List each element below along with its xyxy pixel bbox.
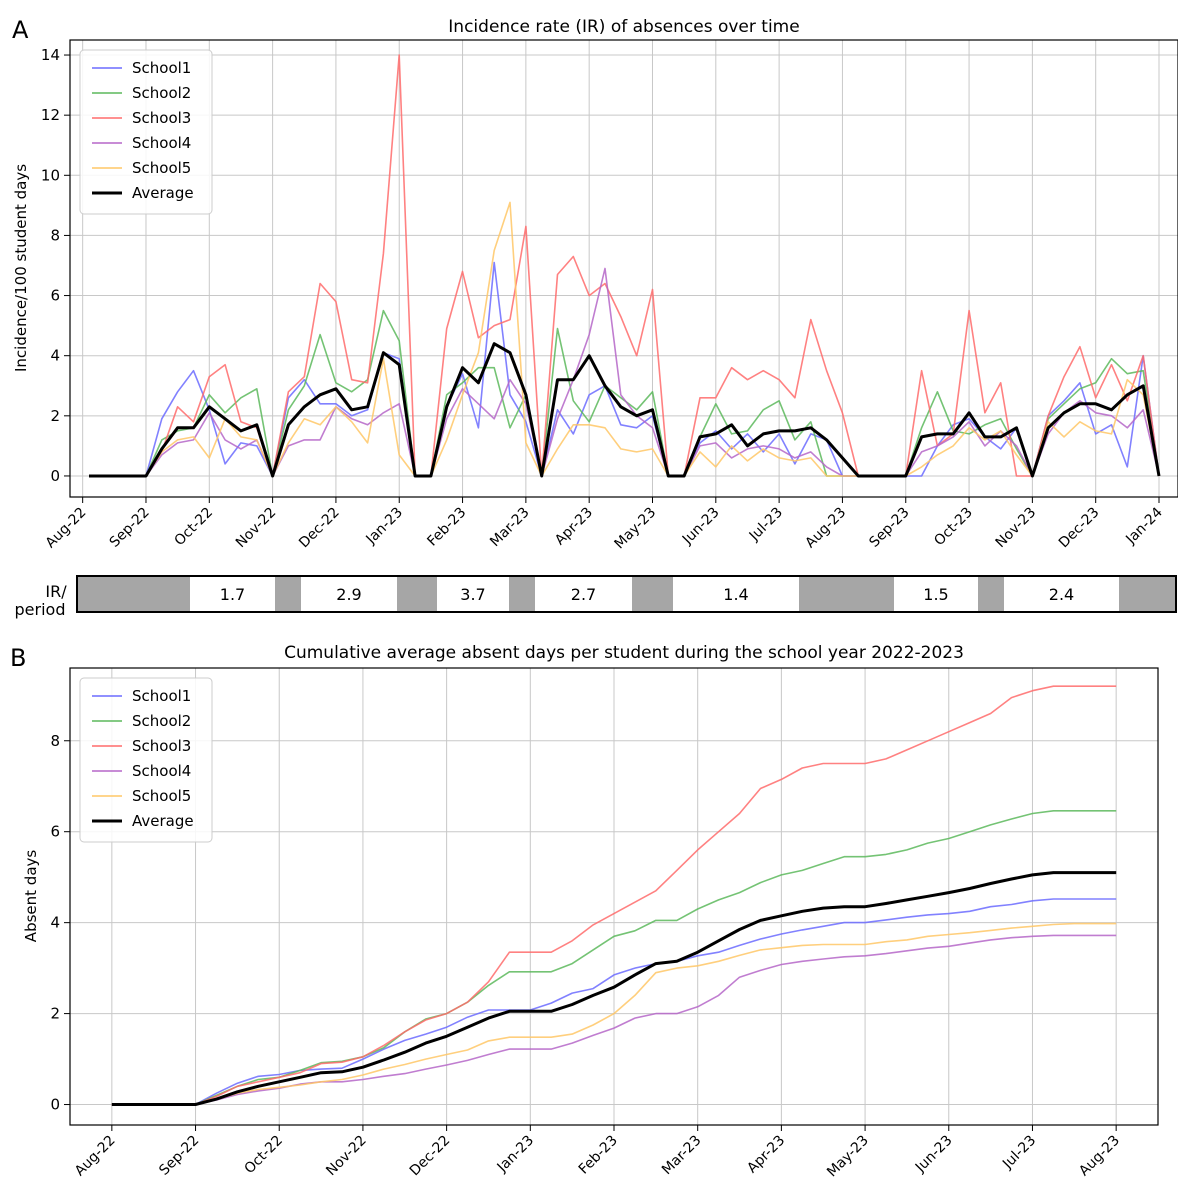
b-legend-label: School3 <box>132 737 191 755</box>
b-legend-label: School1 <box>132 687 191 705</box>
a-series-average <box>89 342 1161 478</box>
a-legend-label: School4 <box>132 134 191 152</box>
period-cell-value: 3.7 <box>460 585 485 604</box>
a-ytick-label: 0 <box>50 467 60 485</box>
b-ytick-label: 6 <box>50 823 60 841</box>
period-cell-value: 2.7 <box>571 585 596 604</box>
a-legend-label: School3 <box>132 109 191 127</box>
b-legend-label: School5 <box>132 787 191 805</box>
a-legend-box <box>79 49 213 215</box>
period-cell-gray <box>77 576 190 612</box>
period-cell <box>301 576 397 612</box>
chart-a-ylabel: Incidence/100 student days <box>12 164 30 372</box>
panel-label-a: A <box>12 16 29 44</box>
period-cell <box>437 576 509 612</box>
chart-b-ylabel: Absent days <box>22 850 40 943</box>
chart-a-yticks: 0 2 4 6 8 10 12 14 <box>41 46 70 485</box>
period-cell <box>1004 576 1119 612</box>
period-cell <box>190 576 275 612</box>
period-cell-gray <box>799 576 894 612</box>
period-cell-value: 1.7 <box>220 585 245 604</box>
period-cell-gray <box>275 576 301 612</box>
a-legend-label: School2 <box>132 84 191 102</box>
period-cell-gray <box>1119 576 1176 612</box>
b-series-average <box>111 871 1117 1106</box>
a-ytick-label: 8 <box>50 226 60 244</box>
chart-a-series <box>89 54 1161 478</box>
period-cells: 1.7 2.9 3.7 2.7 1.4 1.5 2.4 <box>77 576 1176 612</box>
a-ytick-label: 14 <box>41 46 60 64</box>
a-ytick-label: 10 <box>41 166 60 184</box>
period-cell-value: 1.4 <box>723 585 748 604</box>
b-series-school2 <box>111 809 1117 1106</box>
b-series-school1 <box>111 898 1117 1106</box>
period-cell-value: 2.4 <box>1049 585 1074 604</box>
period-cell <box>535 576 632 612</box>
period-cell-value: 2.9 <box>336 585 361 604</box>
chart-a-plot-frame <box>69 39 1178 498</box>
b-legend-label: School4 <box>132 762 191 780</box>
chart-b-series <box>111 685 1117 1106</box>
b-ytick-label: 0 <box>50 1096 60 1114</box>
a-ytick-label: 12 <box>41 106 60 124</box>
a-series-school3 <box>89 54 1160 477</box>
a-ytick-label: 6 <box>50 287 60 305</box>
chart-a-legend: School1 School2 School3 School4 School5 Avera… <box>79 49 213 215</box>
period-table-frame <box>76 575 1177 613</box>
b-series-school5 <box>111 922 1117 1106</box>
period-cell-gray <box>978 576 1004 612</box>
a-ytick-label: 2 <box>50 407 60 425</box>
chart-a-title: Incidence rate (IR) of absences over tim… <box>448 17 799 37</box>
chart-b-legend: School1 School2 School3 School4 School5 Avera… <box>79 677 213 843</box>
b-legend-box <box>79 677 213 843</box>
b-ytick-label: 2 <box>50 1005 60 1023</box>
b-ytick-label: 8 <box>50 732 60 750</box>
period-table-header-line1: IR/ <box>45 582 67 601</box>
b-series-school4 <box>111 934 1117 1106</box>
b-ytick-label: 4 <box>50 914 60 932</box>
a-ytick-label: 4 <box>50 347 60 365</box>
period-cell <box>894 576 978 612</box>
period-cell-gray <box>509 576 535 612</box>
b-legend-label: Average <box>132 812 194 830</box>
a-legend-label: Average <box>132 184 194 202</box>
chart-b-title: Cumulative average absent days per stude… <box>284 643 964 663</box>
b-series-school3 <box>111 685 1117 1106</box>
chart-b-yticks: 0 2 4 6 8 <box>50 732 70 1114</box>
period-cell-gray <box>397 576 437 612</box>
period-cell-value: 1.5 <box>923 585 948 604</box>
period-table-header-line2: period <box>15 600 66 619</box>
a-legend-label: School5 <box>132 159 191 177</box>
b-legend-label: School2 <box>132 712 191 730</box>
panel-label-b: B <box>10 644 26 672</box>
a-legend-label: School1 <box>132 59 191 77</box>
period-cell-gray <box>632 576 673 612</box>
period-table: IR/ period 1.7 2.9 3.7 2.7 1.4 1.5 2.4 <box>15 575 1177 619</box>
period-cell <box>673 576 799 612</box>
